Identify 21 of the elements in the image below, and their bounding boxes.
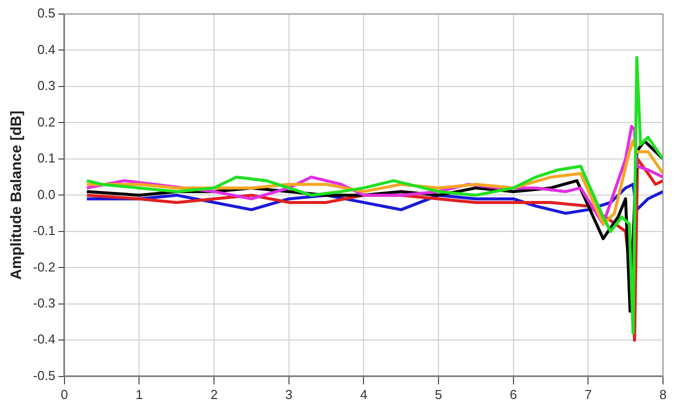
x-tick-label: 2 xyxy=(210,386,218,402)
x-tick-label: 7 xyxy=(584,386,592,402)
y-tick-label: 0.2 xyxy=(37,114,56,130)
y-tick-label: 0.5 xyxy=(37,6,56,21)
x-tick-label: 5 xyxy=(434,386,442,402)
y-axis-title: Amplitude Balance [dB] xyxy=(8,110,26,280)
y-tick-label: 0.4 xyxy=(37,42,56,57)
y-tick-label: 0.1 xyxy=(37,150,56,166)
y-tick-label: -0.5 xyxy=(32,368,56,383)
x-tick-label: 4 xyxy=(360,386,368,402)
y-tick-label: -0.2 xyxy=(32,259,56,274)
x-tick-label: 8 xyxy=(659,386,667,402)
y-tick-label: -0.3 xyxy=(32,296,56,310)
y-tick-label: -0.4 xyxy=(32,332,56,347)
x-tick-label: 3 xyxy=(285,386,292,402)
y-tick-label: 0.3 xyxy=(37,78,56,94)
y-tick-label: -0.1 xyxy=(32,223,56,238)
x-tick-label: 1 xyxy=(136,386,143,402)
x-tick-label: 6 xyxy=(510,386,517,402)
x-tick-label: 0 xyxy=(60,386,68,402)
y-tick-label: 0.0 xyxy=(37,186,56,202)
